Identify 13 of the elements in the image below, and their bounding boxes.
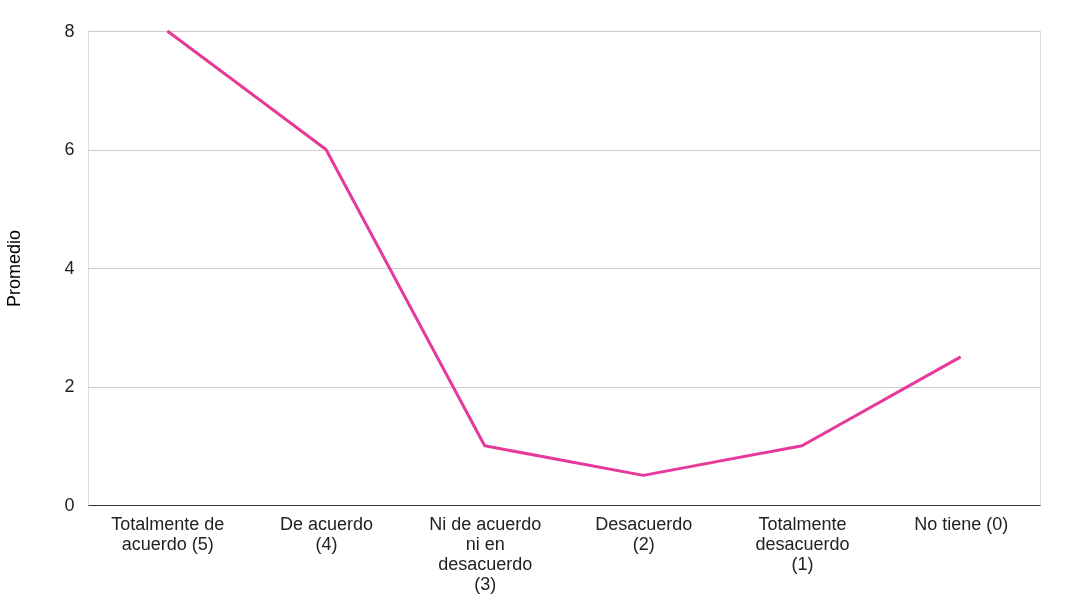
- y-tick-label: 8: [64, 20, 75, 41]
- x-tick-label: De acuerdo (4): [279, 513, 374, 554]
- x-tick-label: Desacuerdo (2): [595, 513, 693, 554]
- x-tick-label: No tiene (0): [914, 513, 1009, 534]
- y-tick-label: 4: [64, 257, 75, 278]
- y-tick-label: 6: [64, 139, 75, 159]
- y-tick-label: 2: [64, 376, 75, 396]
- line-series: [165, 29, 963, 477]
- x-tick-label: Ni de acuerdo ni en desacuerdo (3): [429, 513, 542, 594]
- y-axis-title: Promedio: [4, 229, 25, 308]
- x-tick-label: Totalmente desacuerdo (1): [755, 513, 850, 574]
- y-tick-label: 0: [64, 494, 75, 515]
- x-tick-label: Totalmente de acuerdo (5): [111, 513, 225, 554]
